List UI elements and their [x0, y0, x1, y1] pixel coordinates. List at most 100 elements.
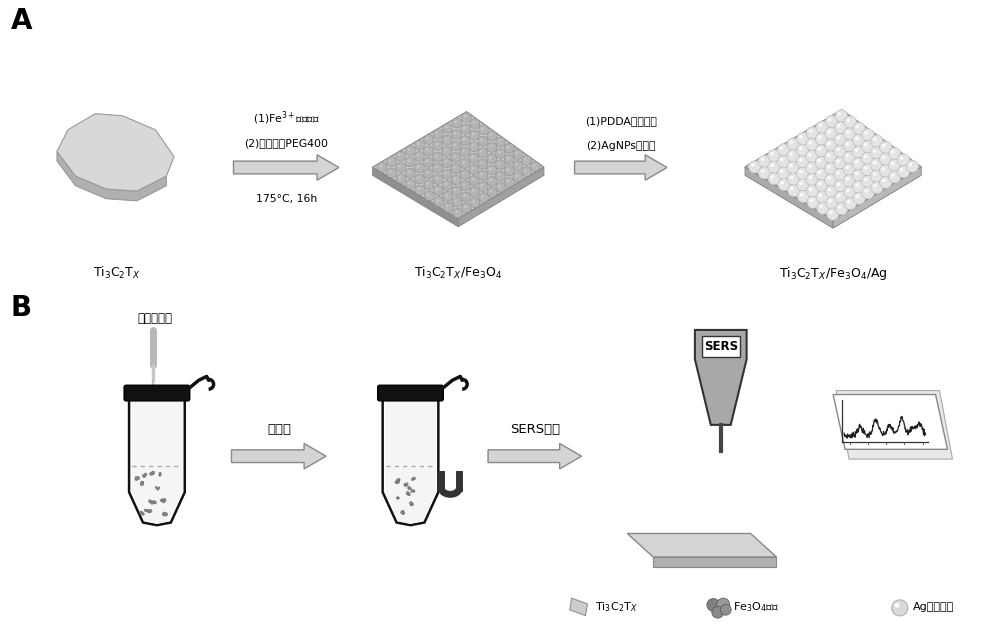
Circle shape: [787, 150, 799, 162]
Text: Ti$_3$C$_2$T$_X$/Fe$_3$O$_4$/Ag: Ti$_3$C$_2$T$_X$/Fe$_3$O$_4$/Ag: [779, 265, 887, 282]
Circle shape: [454, 121, 457, 123]
Circle shape: [882, 167, 885, 171]
Circle shape: [490, 190, 492, 192]
FancyArrow shape: [232, 444, 326, 469]
Circle shape: [834, 180, 847, 192]
Circle shape: [469, 153, 479, 163]
Circle shape: [824, 163, 837, 175]
Circle shape: [397, 497, 399, 499]
Circle shape: [495, 160, 505, 170]
Circle shape: [843, 140, 856, 152]
Circle shape: [836, 159, 840, 163]
FancyBboxPatch shape: [702, 336, 740, 357]
Circle shape: [401, 511, 404, 514]
Circle shape: [818, 159, 821, 163]
Circle shape: [897, 166, 910, 178]
Circle shape: [433, 186, 443, 195]
Circle shape: [796, 144, 809, 156]
Circle shape: [436, 177, 438, 179]
Text: A: A: [11, 6, 32, 35]
Circle shape: [427, 182, 429, 184]
Circle shape: [808, 153, 812, 156]
Circle shape: [777, 144, 790, 156]
Circle shape: [799, 170, 803, 173]
Circle shape: [855, 160, 858, 164]
Circle shape: [770, 152, 774, 156]
Circle shape: [426, 160, 428, 162]
Circle shape: [472, 133, 474, 135]
Circle shape: [862, 187, 874, 199]
Circle shape: [825, 139, 837, 151]
Circle shape: [407, 493, 410, 496]
Circle shape: [141, 513, 144, 515]
Circle shape: [882, 144, 886, 147]
Circle shape: [777, 167, 790, 179]
Circle shape: [861, 175, 874, 188]
Circle shape: [873, 149, 876, 153]
Circle shape: [780, 147, 784, 150]
Text: (1)PDDA修饰改性: (1)PDDA修饰改性: [585, 116, 657, 125]
Circle shape: [424, 169, 434, 179]
Circle shape: [408, 148, 410, 150]
Circle shape: [853, 180, 865, 193]
Circle shape: [800, 193, 803, 196]
Circle shape: [513, 161, 523, 171]
Circle shape: [834, 122, 847, 134]
Circle shape: [396, 163, 406, 172]
Circle shape: [478, 182, 488, 191]
Circle shape: [146, 509, 149, 511]
Circle shape: [846, 154, 849, 157]
Polygon shape: [458, 167, 544, 227]
Circle shape: [796, 168, 809, 180]
Circle shape: [417, 154, 419, 156]
Circle shape: [395, 481, 398, 483]
Circle shape: [163, 499, 166, 501]
Circle shape: [461, 113, 471, 122]
Circle shape: [152, 501, 155, 504]
Circle shape: [818, 136, 822, 139]
Circle shape: [816, 121, 828, 133]
Circle shape: [451, 141, 461, 151]
Circle shape: [806, 185, 819, 197]
Circle shape: [424, 134, 434, 145]
Text: (1)Fe$^{3+}$静电吸附: (1)Fe$^{3+}$静电吸附: [253, 110, 320, 127]
Circle shape: [888, 148, 901, 160]
Circle shape: [472, 179, 474, 180]
Circle shape: [460, 181, 470, 191]
Polygon shape: [836, 390, 952, 459]
Circle shape: [855, 137, 859, 140]
Circle shape: [789, 164, 793, 168]
Circle shape: [827, 141, 831, 145]
Circle shape: [408, 159, 410, 162]
Circle shape: [496, 137, 506, 147]
Circle shape: [844, 197, 857, 210]
Circle shape: [843, 163, 855, 175]
Circle shape: [478, 148, 488, 157]
Circle shape: [442, 135, 452, 145]
Circle shape: [386, 168, 397, 178]
Circle shape: [827, 154, 831, 157]
Circle shape: [487, 154, 497, 164]
Text: 磁分离: 磁分离: [267, 423, 291, 436]
Circle shape: [871, 182, 883, 194]
Circle shape: [414, 140, 424, 150]
Text: B: B: [11, 294, 32, 323]
Circle shape: [463, 172, 465, 175]
Circle shape: [405, 157, 415, 167]
Polygon shape: [385, 397, 436, 524]
Circle shape: [144, 509, 147, 511]
Polygon shape: [132, 397, 182, 524]
Circle shape: [837, 182, 840, 186]
Circle shape: [504, 143, 514, 153]
Circle shape: [481, 139, 483, 141]
Circle shape: [408, 487, 410, 490]
Circle shape: [460, 136, 470, 145]
Circle shape: [424, 191, 434, 201]
Circle shape: [758, 167, 771, 179]
Circle shape: [427, 193, 429, 196]
Circle shape: [496, 171, 506, 181]
Circle shape: [443, 202, 453, 212]
Circle shape: [834, 145, 846, 157]
Circle shape: [442, 124, 453, 134]
Circle shape: [838, 112, 841, 116]
